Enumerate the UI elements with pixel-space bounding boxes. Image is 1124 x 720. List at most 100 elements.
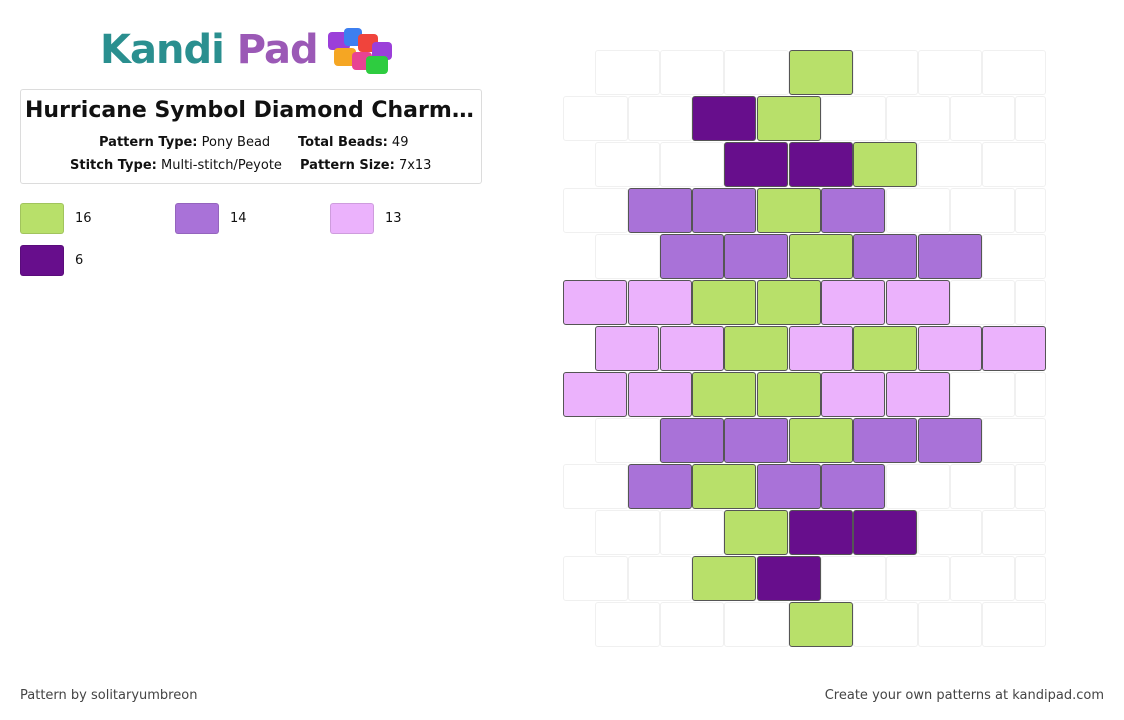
grid-cell: [885, 188, 950, 233]
bead: [853, 510, 917, 555]
bead: [692, 464, 756, 509]
color-swatch: [20, 245, 64, 276]
color-swatch: [175, 203, 219, 234]
swatch-count: 16: [75, 211, 92, 226]
bead: [627, 464, 692, 509]
grid-cell: [1014, 188, 1046, 233]
pattern-type: Pattern Type: Pony Bead: [99, 135, 271, 150]
bead: [788, 418, 853, 463]
stitch-type: Stitch Type: Multi-stitch/Peyote: [70, 158, 282, 173]
bead: [692, 280, 756, 325]
bead: [788, 234, 853, 279]
bead: [982, 326, 1046, 371]
bead: [917, 418, 982, 463]
bead: [724, 510, 788, 555]
swatch-count: 13: [385, 211, 402, 226]
grid-cell: [950, 556, 1015, 601]
bead: [788, 50, 853, 95]
bead: [659, 326, 724, 371]
grid-cell: [982, 510, 1046, 555]
grid-cell: [595, 418, 660, 463]
bead: [821, 280, 885, 325]
bead: [627, 188, 692, 233]
bead: [692, 96, 756, 141]
grid-cell: [950, 188, 1015, 233]
bead: [724, 234, 788, 279]
grid-cell: [563, 556, 628, 601]
pattern-title: Hurricane Symbol Diamond Charm -...: [25, 98, 481, 123]
bead: [659, 418, 724, 463]
bead: [659, 234, 724, 279]
beads-icon: [328, 28, 392, 74]
grid-cell: [724, 50, 789, 95]
pattern-info-card: Hurricane Symbol Diamond Charm -... Patt…: [20, 89, 482, 184]
grid-cell: [917, 50, 982, 95]
bead: [756, 188, 821, 233]
grid-cell: [595, 234, 660, 279]
grid-cell: [950, 372, 1015, 417]
bead: [885, 372, 950, 417]
bead: [563, 372, 627, 417]
bead: [724, 418, 788, 463]
total-beads: Total Beads: 49: [298, 135, 409, 150]
grid-cell: [659, 602, 724, 647]
bead: [821, 464, 885, 509]
grid-cell: [595, 50, 660, 95]
grid-cell: [563, 188, 628, 233]
grid-cell: [821, 96, 886, 141]
grid-cell: [659, 510, 724, 555]
kandipad-promo[interactable]: Create your own patterns at kandipad.com: [824, 688, 1104, 703]
grid-cell: [595, 602, 660, 647]
grid-cell: [982, 418, 1046, 463]
palette-item: 6: [20, 245, 83, 276]
grid-cell: [595, 510, 660, 555]
grid-cell: [950, 464, 1015, 509]
grid-cell: [659, 142, 724, 187]
grid-cell: [821, 556, 886, 601]
pattern-credit: Pattern by solitaryumbreon: [20, 688, 198, 703]
bead: [563, 280, 627, 325]
bead: [756, 96, 821, 141]
grid-cell: [982, 142, 1046, 187]
grid-cell: [885, 556, 950, 601]
grid-cell: [853, 602, 918, 647]
bead: [756, 556, 821, 601]
grid-cell: [659, 50, 724, 95]
bead: [756, 464, 821, 509]
bead: [756, 372, 821, 417]
bead: [692, 188, 756, 233]
grid-cell: [917, 510, 982, 555]
grid-cell: [853, 50, 918, 95]
grid-cell: [885, 464, 950, 509]
pattern-size: Pattern Size: 7x13: [300, 158, 432, 173]
grid-cell: [982, 234, 1046, 279]
color-swatch: [20, 203, 64, 234]
palette-item: 16: [20, 203, 92, 234]
bead: [917, 234, 982, 279]
kandipad-logo[interactable]: Kandi Pad: [100, 22, 392, 78]
bead: [853, 142, 917, 187]
grid-cell: [724, 602, 789, 647]
bead: [788, 326, 853, 371]
palette-item: 14: [175, 203, 247, 234]
grid-cell: [982, 50, 1046, 95]
bead: [692, 556, 756, 601]
bead: [788, 142, 853, 187]
grid-cell: [917, 142, 982, 187]
bead: [821, 188, 885, 233]
grid-cell: [563, 464, 628, 509]
bead: [724, 326, 788, 371]
bead: [853, 234, 917, 279]
bead: [853, 326, 917, 371]
palette-item: 13: [330, 203, 402, 234]
bead: [821, 372, 885, 417]
bead: [788, 602, 853, 647]
grid-cell: [1014, 280, 1046, 325]
grid-cell: [563, 96, 628, 141]
grid-cell: [595, 142, 660, 187]
bead: [692, 372, 756, 417]
grid-cell: [950, 280, 1015, 325]
bead: [627, 280, 692, 325]
grid-cell: [982, 602, 1046, 647]
grid-cell: [627, 96, 692, 141]
